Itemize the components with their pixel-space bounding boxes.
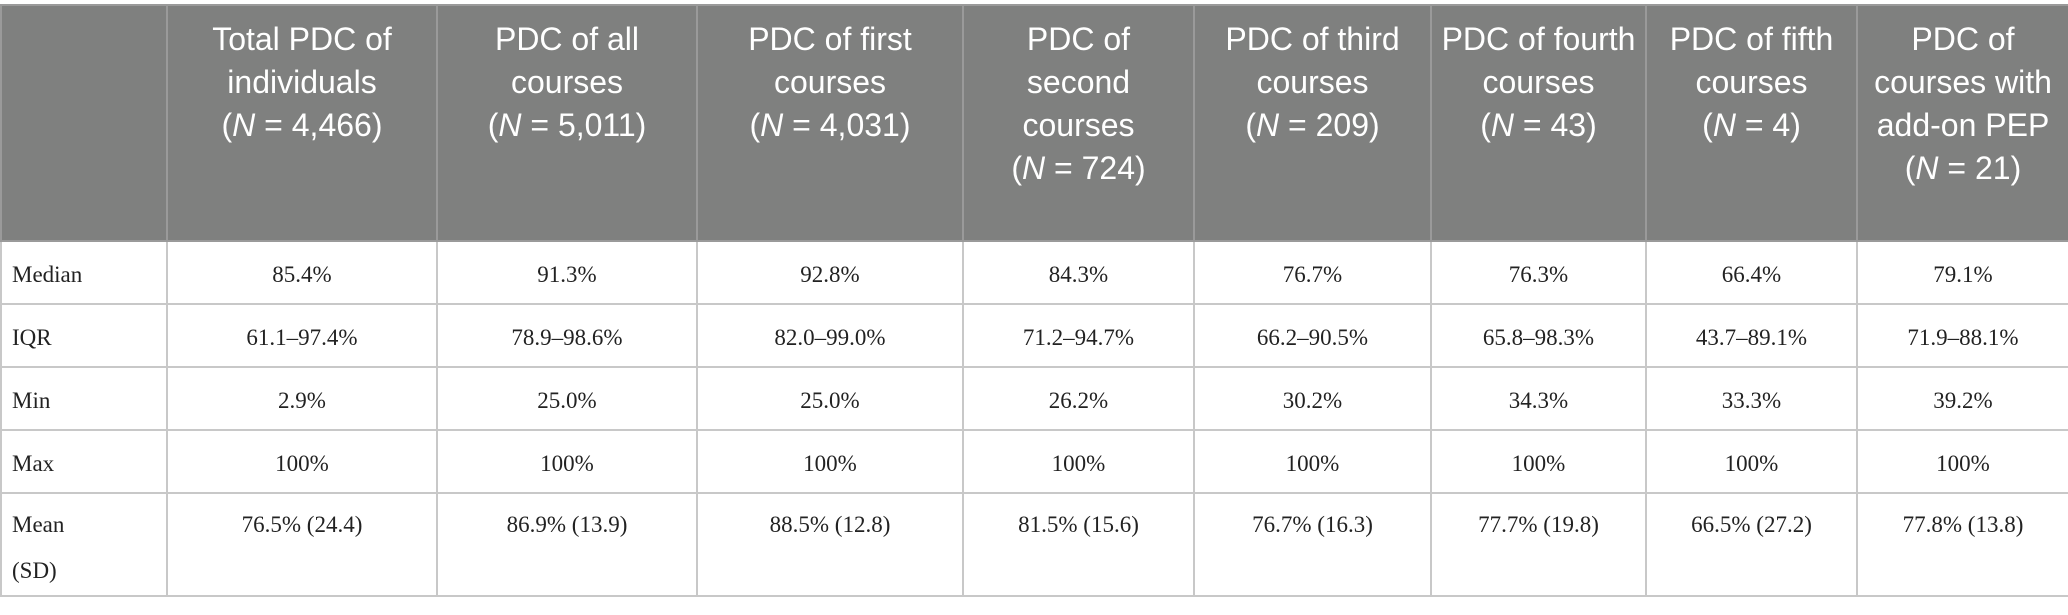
table-cell: 76.7% — [1193, 240, 1432, 305]
table-cell: 82.0–99.0% — [696, 303, 964, 368]
column-title: PDC of third courses — [1225, 21, 1400, 100]
header-row: Total PDC of individuals (N = 4,466) PDC o… — [0, 4, 2068, 242]
table-cell: 100% — [1430, 429, 1647, 494]
row-label: Max — [0, 429, 168, 494]
table-cell: 78.9–98.6% — [436, 303, 698, 368]
table-cell: 25.0% — [436, 366, 698, 431]
table-row: Min 2.9% 25.0% 25.0% 26.2% 30.2% 34.3% 33.3% 39.… — [0, 366, 2068, 431]
table-cell: 30.2% — [1193, 366, 1432, 431]
table-cell: 76.7% (16.3) — [1193, 492, 1432, 597]
column-n: 4 — [1772, 107, 1791, 143]
table-cell: 92.8% — [696, 240, 964, 305]
table-row: Median 85.4% 91.3% 92.8% 84.3% 76.7% 76.3% 66.4… — [0, 240, 2068, 305]
table-row: IQR 61.1–97.4% 78.9–98.6% 82.0–99.0% 71.2–94… — [0, 303, 2068, 368]
table-cell: 61.1–97.4% — [166, 303, 438, 368]
table-cell: 66.4% — [1645, 240, 1858, 305]
column-title: PDC of courses with add-on PEP — [1874, 21, 2052, 143]
column-header: PDC of fifth courses (N = 4) — [1645, 4, 1858, 242]
table-cell: 81.5% (15.6) — [962, 492, 1195, 597]
column-n: 724 — [1081, 150, 1135, 186]
table-cell: 84.3% — [962, 240, 1195, 305]
table-cell: 2.9% — [166, 366, 438, 431]
table-cell: 100% — [166, 429, 438, 494]
table-cell: 71.9–88.1% — [1856, 303, 2068, 368]
column-header: Total PDC of individuals (N = 4,466) — [166, 4, 438, 242]
column-title: PDC of second courses — [1022, 21, 1135, 143]
table-cell: 33.3% — [1645, 366, 1858, 431]
table-cell: 66.2–90.5% — [1193, 303, 1432, 368]
table-row: Mean (SD) 76.5% (24.4) 86.9% (13.9) 88.5% (… — [0, 492, 2068, 597]
table-cell: 79.1% — [1856, 240, 2068, 305]
table-cell: 43.7–89.1% — [1645, 303, 1858, 368]
table-cell: 77.8% (13.8) — [1856, 492, 2068, 597]
column-title: Total PDC of individuals — [212, 21, 392, 100]
column-n: 209 — [1315, 107, 1369, 143]
table-cell: 86.9% (13.9) — [436, 492, 698, 597]
table-cell: 77.7% (19.8) — [1430, 492, 1647, 597]
table-cell: 100% — [436, 429, 698, 494]
table-cell: 25.0% — [696, 366, 964, 431]
column-n: 4,031 — [819, 107, 900, 143]
header-cell-empty — [0, 4, 168, 242]
column-header: PDC of fourth courses (N = 43) — [1430, 4, 1647, 242]
table-cell: 65.8–98.3% — [1430, 303, 1647, 368]
table-cell: 88.5% (12.8) — [696, 492, 964, 597]
table-cell: 100% — [1193, 429, 1432, 494]
column-title: PDC of first courses — [748, 21, 912, 100]
column-title: PDC of fifth courses — [1669, 21, 1834, 100]
table-cell: 71.2–94.7% — [962, 303, 1195, 368]
column-title: PDC of all courses — [494, 21, 640, 100]
table-cell: 91.3% — [436, 240, 698, 305]
table-cell: 76.3% — [1430, 240, 1647, 305]
column-n: 4,466 — [291, 107, 372, 143]
row-label: IQR — [0, 303, 168, 368]
row-label: Mean (SD) — [0, 492, 168, 597]
row-label: Min — [0, 366, 168, 431]
row-label: Median — [0, 240, 168, 305]
column-header: PDC of third courses (N = 209) — [1193, 4, 1432, 242]
column-n: 5,011 — [557, 107, 636, 143]
pdc-summary-table: Total PDC of individuals (N = 4,466) PDC o… — [0, 4, 2068, 597]
column-header: PDC of courses with add-on PEP (N = 21) — [1856, 4, 2068, 242]
table-cell: 66.5% (27.2) — [1645, 492, 1858, 597]
column-header: PDC of first courses (N = 4,031) — [696, 4, 964, 242]
table-cell: 85.4% — [166, 240, 438, 305]
column-header: PDC of second courses (N = 724) — [962, 4, 1195, 242]
table-cell: 26.2% — [962, 366, 1195, 431]
column-header: PDC of all courses (N = 5,011) — [436, 4, 698, 242]
column-title: PDC of fourth courses — [1441, 21, 1636, 100]
column-n: 21 — [1974, 150, 2011, 186]
column-n: 43 — [1550, 107, 1587, 143]
table-cell: 100% — [962, 429, 1195, 494]
table-cell: 100% — [1645, 429, 1858, 494]
table-cell: 34.3% — [1430, 366, 1647, 431]
table-cell: 39.2% — [1856, 366, 2068, 431]
table-cell: 100% — [696, 429, 964, 494]
table-row: Max 100% 100% 100% 100% 100% 100% 100% 100% — [0, 429, 2068, 494]
table-cell: 76.5% (24.4) — [166, 492, 438, 597]
table-cell: 100% — [1856, 429, 2068, 494]
